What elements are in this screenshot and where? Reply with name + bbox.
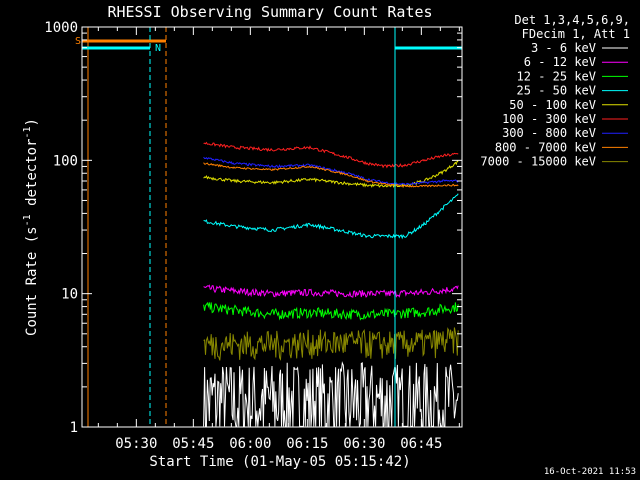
legend-header-2: FDecim 1, Att 1 — [522, 27, 630, 41]
series-line-7 — [203, 162, 459, 188]
legend-label-4: 50 - 100 keV — [509, 98, 596, 112]
legend-label-1: 6 - 12 keV — [524, 55, 596, 69]
x-tick-label-1: 05:45 — [172, 436, 214, 452]
y-axis-label: Count Rate (s-1 detector-1) — [22, 118, 40, 336]
axes — [81, 26, 463, 428]
chart-title: RHESSI Observing Summary Count Rates — [107, 3, 432, 21]
x-tick-label-5: 06:45 — [400, 436, 442, 452]
y-ticks: 1 10 100 1000 — [44, 20, 462, 436]
y-axis-label-sup2: -1 — [22, 126, 33, 138]
legend-label-5: 100 - 300 keV — [502, 112, 596, 126]
plot-frame — [81, 26, 463, 428]
x-tick-label-0: 05:30 — [115, 436, 157, 452]
x-axis-label: Start Time (01-May-05 05:15:42) — [149, 454, 410, 470]
series-line-3 — [203, 193, 459, 240]
legend-label-3: 25 - 50 keV — [517, 84, 596, 98]
legend-label-8: 7000 - 15000 keV — [480, 155, 596, 169]
series-line-2 — [203, 301, 459, 321]
x-tick-label-4: 06:30 — [343, 436, 385, 452]
series-line-5 — [203, 141, 459, 169]
y-tick-label-2: 100 — [53, 153, 78, 169]
y-axis-label-end: ) — [24, 118, 40, 126]
y-axis-label-sup1: -1 — [22, 214, 33, 226]
series-line-8 — [203, 327, 459, 361]
x-tick-label-3: 06:15 — [286, 436, 328, 452]
y-tick-label-1: 10 — [61, 287, 78, 303]
series-line-6 — [203, 156, 459, 187]
timestamp: 16-Oct-2021 11:53 — [544, 467, 636, 477]
y-axis-label-main: Count Rate (s — [24, 226, 40, 336]
legend-label-6: 300 - 800 keV — [502, 126, 596, 140]
legend-header-1: Det 1,3,4,5,6,9, — [514, 13, 630, 27]
flag-n-label: N — [155, 43, 161, 54]
x-tick-label-2: 06:00 — [229, 436, 271, 452]
series-line-1 — [203, 284, 459, 298]
legend-label-0: 3 - 6 keV — [531, 41, 596, 55]
x-ticks: 05:30 05:45 06:00 06:15 06:30 06:45 — [97, 27, 460, 452]
flag-layer: SN — [75, 27, 463, 427]
y-axis-label-mid: detector — [24, 139, 40, 215]
series-layer — [203, 141, 459, 428]
y-tick-label-0: 1 — [70, 420, 78, 436]
flag-s-label: S — [75, 36, 81, 47]
legend-label-2: 12 - 25 keV — [517, 69, 596, 83]
legend: Det 1,3,4,5,6,9, FDecim 1, Att 1 3 - 6 k… — [480, 13, 630, 169]
series-line-0 — [203, 361, 459, 428]
legend-label-7: 800 - 7000 keV — [495, 140, 596, 154]
y-tick-label-3: 1000 — [44, 20, 78, 36]
